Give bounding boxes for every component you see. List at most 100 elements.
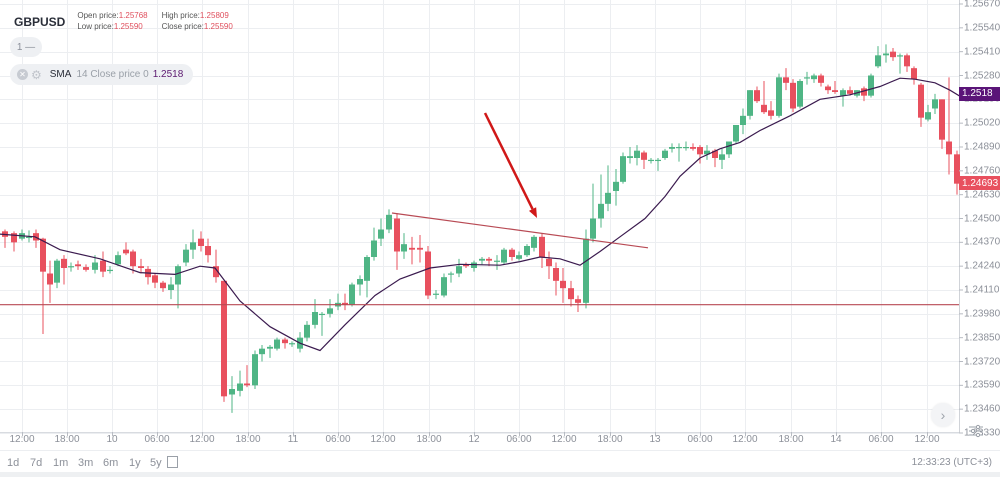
time-axis-label: 11	[287, 434, 299, 445]
last-price-tag: 1.24693	[959, 176, 1000, 191]
trendline[interactable]	[391, 212, 649, 249]
range-1m[interactable]: 1m	[53, 457, 69, 469]
time-range-bar: 1d 7d 1m 3m 6m 1y 5y 12:33:23 (UTC+3)	[0, 450, 1000, 474]
price-axis-label: 1.24500	[964, 213, 1000, 224]
candle	[740, 108, 746, 135]
price-axis-label: 1.25540	[964, 22, 1000, 34]
candle	[229, 376, 235, 413]
candle	[160, 280, 166, 292]
candle	[357, 275, 363, 296]
candle	[605, 165, 611, 212]
candle	[319, 312, 325, 336]
candle	[175, 264, 181, 309]
chevron-right-icon: ›	[940, 407, 946, 423]
candle	[138, 258, 144, 274]
candle	[946, 77, 952, 175]
candle	[267, 345, 273, 358]
candle	[274, 337, 280, 351]
candle	[327, 299, 333, 318]
arrow-annotation[interactable]	[483, 112, 537, 218]
gear-icon[interactable]: ⚙	[31, 67, 42, 82]
scroll-to-latest-button[interactable]: ›	[931, 403, 955, 427]
range-3m[interactable]: 3m	[78, 457, 94, 469]
candle	[754, 86, 760, 103]
candle	[868, 73, 874, 98]
time-axis-ticks	[22, 432, 928, 436]
candle	[433, 290, 439, 300]
time-axis-label: 14	[830, 434, 842, 445]
candle	[259, 345, 265, 362]
candle	[386, 209, 392, 234]
candle	[75, 260, 81, 270]
time-axis-label: 18:00	[778, 434, 804, 445]
candle	[911, 66, 917, 85]
candle	[768, 101, 774, 120]
candle	[804, 71, 810, 85]
remove-indicator-icon[interactable]: ✕	[17, 69, 28, 80]
candle	[524, 244, 530, 257]
sma-indicator-pill[interactable]: ✕ ⚙ SMA 14 Close price 0 1.2518	[10, 64, 194, 85]
candle	[364, 255, 370, 298]
price-axis-label: 1.23720	[964, 356, 1000, 367]
interval-pill[interactable]: 1 —	[10, 37, 42, 57]
candle	[83, 264, 89, 272]
price-axis-label: 1.24370	[964, 236, 1000, 248]
price-axis-label: 1.25020	[964, 117, 1000, 129]
candle	[811, 73, 817, 83]
price-axis-label: 1.23460	[964, 403, 1000, 415]
candle	[583, 229, 589, 309]
chart-legend: GBPUSD Open price:1.25768 Low price:1.25…	[14, 10, 233, 32]
time-axis-label: 12:00	[732, 434, 758, 445]
candle	[2, 229, 8, 248]
candle	[890, 48, 896, 61]
candle	[152, 273, 158, 289]
price-axis-label: 1.23980	[964, 308, 1000, 320]
range-5y[interactable]: 5y	[150, 457, 162, 469]
candle	[954, 150, 960, 195]
candle	[726, 141, 732, 158]
low-value: 1.25590	[113, 22, 143, 31]
calendar-icon[interactable]	[167, 456, 178, 468]
price-axis-label: 1.25410	[964, 46, 1000, 58]
candle	[627, 147, 633, 164]
candle	[509, 247, 515, 261]
candle	[939, 99, 945, 149]
candle	[825, 84, 831, 94]
candle	[463, 262, 469, 268]
price-axis-label: 1.23850	[964, 332, 1000, 344]
candle	[183, 244, 189, 267]
time-axis-label: 18:00	[235, 434, 261, 445]
candle	[168, 277, 174, 300]
indicator-params: 14 Close price 0	[76, 69, 149, 80]
candle	[932, 93, 938, 114]
candle	[342, 293, 348, 311]
candle	[662, 148, 668, 160]
range-1y[interactable]: 1y	[129, 457, 141, 469]
candle	[613, 169, 619, 206]
candle	[620, 152, 626, 184]
candle	[123, 242, 129, 256]
candle	[471, 260, 477, 272]
sma-price-tag: 1.2518	[959, 86, 1000, 101]
price-axis-label: 1.24110	[964, 284, 1000, 296]
range-7d[interactable]: 7d	[30, 457, 43, 469]
candle	[289, 341, 295, 347]
price-axis-label: 1.24760	[964, 165, 1000, 177]
open-label: Open price:	[77, 11, 119, 20]
candle	[417, 235, 423, 263]
candle	[676, 143, 682, 162]
candle	[213, 249, 219, 283]
candle	[925, 104, 931, 122]
candle	[244, 365, 250, 388]
axis-settings-icon[interactable]	[968, 424, 984, 438]
range-1d[interactable]: 1d	[7, 457, 20, 469]
candle	[704, 145, 710, 160]
close-label: Close price:	[161, 22, 204, 31]
candle	[115, 251, 121, 267]
time-axis-label: 12:00	[551, 434, 577, 445]
candle	[783, 68, 789, 91]
ohlc-col-1: Open price:1.25768 Low price:1.25590	[77, 10, 147, 32]
close-value: 1.25590	[203, 22, 233, 31]
range-6m[interactable]: 6m	[103, 457, 119, 469]
